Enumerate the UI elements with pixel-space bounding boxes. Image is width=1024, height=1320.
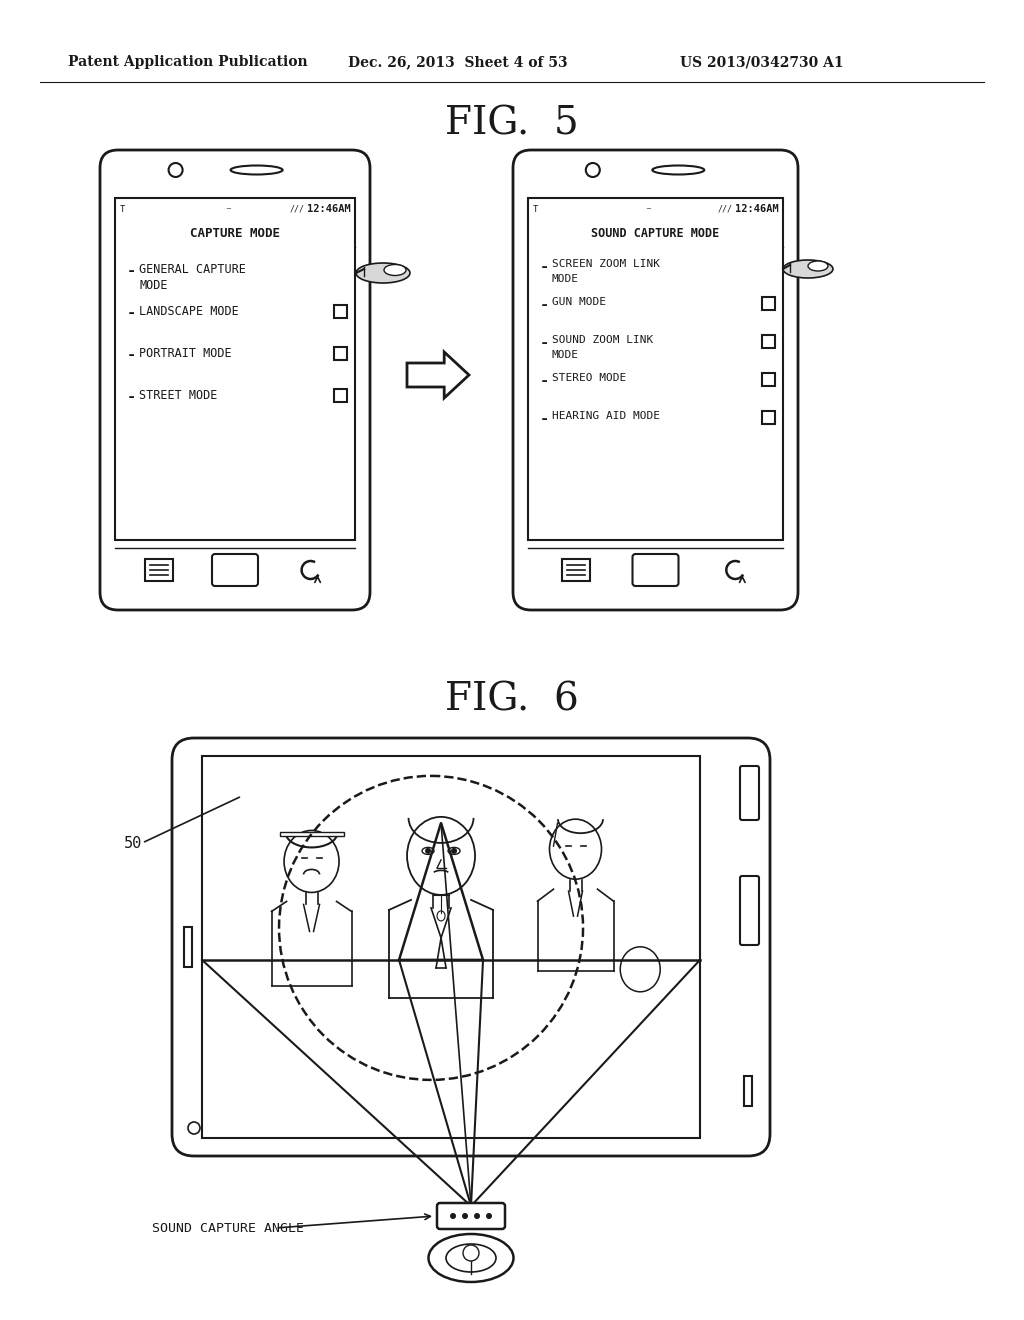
Bar [280,833,344,837]
Bar [744,1076,752,1106]
Text: ///: /// [718,205,733,214]
Text: T: T [120,205,125,214]
Bar [675,201,687,213]
Bar [129,209,132,213]
Text: GUN MODE: GUN MODE [552,297,606,308]
Text: 12:46AM: 12:46AM [735,205,779,214]
Text: ///: /// [290,205,305,214]
Ellipse shape [783,260,833,279]
Bar [334,389,347,403]
Text: MODE: MODE [552,350,579,360]
Bar [133,207,136,213]
Bar [115,198,355,540]
FancyBboxPatch shape [437,1203,505,1229]
Bar [554,205,557,215]
Bar [762,335,775,348]
Text: 50: 50 [124,836,142,850]
Text: -: - [127,305,136,319]
FancyBboxPatch shape [100,150,370,610]
Text: SOUND CAPTURE ANGLE: SOUND CAPTURE ANGLE [152,1221,304,1234]
Text: STREET MODE: STREET MODE [139,389,217,403]
Text: -: - [540,297,549,312]
Bar [762,374,775,385]
Text: SOUND ZOOM LINK: SOUND ZOOM LINK [552,335,653,345]
Bar [255,201,267,213]
Bar [334,347,347,360]
Ellipse shape [384,264,406,276]
Text: CAPTURE MODE: CAPTURE MODE [190,227,280,240]
Text: 12:46AM: 12:46AM [307,205,351,214]
Bar [184,927,193,968]
Bar [239,201,251,213]
FancyBboxPatch shape [513,150,798,610]
Text: GENERAL CAPTURE: GENERAL CAPTURE [139,263,246,276]
Bar [691,201,702,213]
Text: -: - [540,374,549,388]
Bar [137,206,140,214]
Bar [528,198,783,540]
Circle shape [450,1213,456,1218]
Text: -: - [540,259,549,275]
Text: SCREEN ZOOM LINK: SCREEN ZOOM LINK [552,259,660,269]
Bar [562,558,590,581]
Text: -: - [127,263,136,279]
Text: ~: ~ [645,206,650,213]
FancyBboxPatch shape [740,766,759,820]
Bar [762,297,775,310]
Bar [542,209,545,213]
Polygon shape [407,352,469,399]
Text: STEREO MODE: STEREO MODE [552,374,627,383]
FancyBboxPatch shape [740,876,759,945]
Text: -: - [127,347,136,362]
Text: Patent Application Publication: Patent Application Publication [68,55,307,69]
Ellipse shape [808,261,828,271]
Bar [658,201,671,213]
Text: US 2013/0342730 A1: US 2013/0342730 A1 [680,55,844,69]
Bar [334,305,347,318]
FancyBboxPatch shape [172,738,770,1156]
Bar [202,756,700,1138]
Text: MODE: MODE [552,275,579,284]
Text: LANDSCAPE MODE: LANDSCAPE MODE [139,305,239,318]
FancyBboxPatch shape [212,554,258,586]
Bar [145,558,173,581]
Bar [643,201,654,213]
Bar [223,201,234,213]
Text: MODE: MODE [139,279,168,292]
Bar [546,207,549,213]
Text: ~: ~ [225,206,230,213]
Text: FIG.  5: FIG. 5 [445,106,579,143]
Text: SOUND CAPTURE MODE: SOUND CAPTURE MODE [592,227,720,240]
FancyBboxPatch shape [633,554,679,586]
Text: PORTRAIT MODE: PORTRAIT MODE [139,347,231,360]
Text: -: - [540,411,549,426]
Bar [271,201,283,213]
Bar [141,205,144,215]
Circle shape [425,847,431,854]
Bar [762,411,775,424]
Circle shape [451,847,457,854]
Circle shape [486,1213,492,1218]
Circle shape [462,1213,468,1218]
Bar [550,206,553,214]
Text: T: T [534,205,539,214]
Ellipse shape [356,263,410,282]
Text: FIG.  6: FIG. 6 [445,681,579,718]
Circle shape [474,1213,480,1218]
Text: -: - [127,389,136,404]
Text: Dec. 26, 2013  Sheet 4 of 53: Dec. 26, 2013 Sheet 4 of 53 [348,55,567,69]
Text: -: - [540,335,549,350]
Text: HEARING AID MODE: HEARING AID MODE [552,411,660,421]
